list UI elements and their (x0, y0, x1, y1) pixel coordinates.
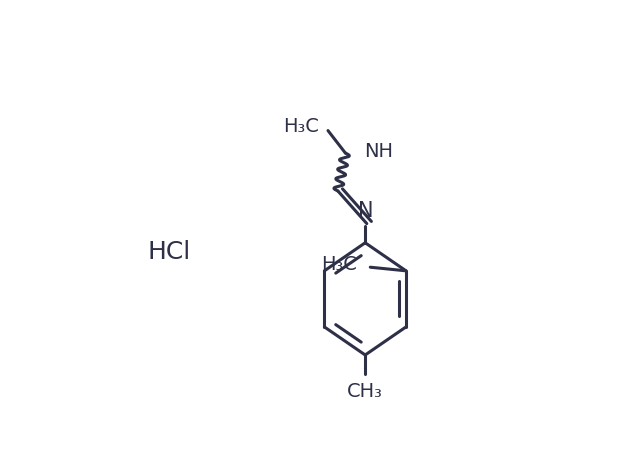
Text: NH: NH (364, 142, 393, 161)
Text: N: N (358, 201, 374, 221)
Text: H₃C: H₃C (321, 255, 357, 274)
Text: H₃C: H₃C (283, 117, 319, 136)
Text: HCl: HCl (148, 240, 191, 264)
Text: CH₃: CH₃ (348, 382, 383, 401)
